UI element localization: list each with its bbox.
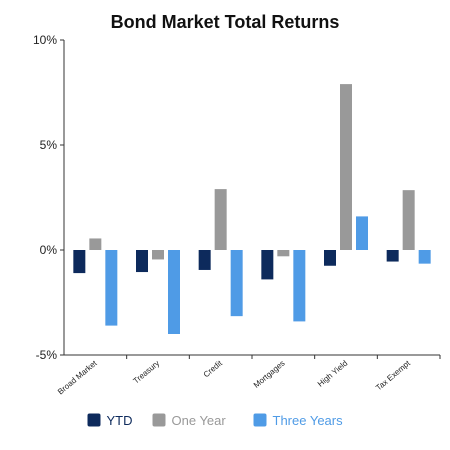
y-tick-label: 5% bbox=[40, 138, 58, 152]
legend-item: One Year bbox=[152, 413, 227, 428]
bar bbox=[418, 250, 431, 264]
bar bbox=[386, 250, 399, 262]
bar bbox=[261, 250, 274, 280]
x-tick-label: Treasury bbox=[132, 359, 162, 386]
chart-legend: YTD One Year Three Years bbox=[87, 413, 344, 428]
legend-item: YTD bbox=[87, 413, 133, 428]
y-tick-label: -5% bbox=[36, 348, 58, 362]
bar bbox=[356, 216, 368, 250]
bar bbox=[105, 250, 118, 326]
plot-area: 10% 5% 0% -5%Broad Market Treasury Credit Mort… bbox=[33, 33, 441, 396]
bar bbox=[89, 238, 102, 250]
legend-label: One Year bbox=[172, 413, 227, 428]
legend-label: YTD bbox=[107, 413, 133, 428]
bar bbox=[277, 250, 290, 257]
bar bbox=[73, 250, 86, 274]
x-tick-label: Credit bbox=[202, 358, 225, 379]
bar bbox=[214, 189, 227, 250]
y-tick-label: 10% bbox=[33, 33, 57, 47]
x-tick-label: Mortgages bbox=[252, 359, 287, 390]
legend-label: Three Years bbox=[273, 413, 344, 428]
bar bbox=[324, 250, 336, 266]
legend-swatch bbox=[87, 413, 101, 427]
x-tick-label: Broad Market bbox=[56, 358, 99, 396]
y-tick-label: 0% bbox=[40, 243, 58, 257]
bar bbox=[293, 250, 306, 322]
chart-title: Bond Market Total Returns bbox=[111, 12, 340, 32]
x-tick-label: High Yield bbox=[316, 359, 349, 389]
bar bbox=[168, 250, 180, 334]
bar bbox=[152, 250, 164, 260]
bar bbox=[230, 250, 243, 317]
legend-swatch bbox=[152, 413, 166, 427]
x-tick-label: Tax Exempt bbox=[374, 358, 412, 392]
legend-swatch bbox=[253, 413, 267, 427]
bar bbox=[136, 250, 148, 273]
bar bbox=[198, 250, 211, 270]
legend-item: Three Years bbox=[253, 413, 344, 428]
bar bbox=[340, 84, 352, 250]
bar bbox=[402, 190, 415, 250]
